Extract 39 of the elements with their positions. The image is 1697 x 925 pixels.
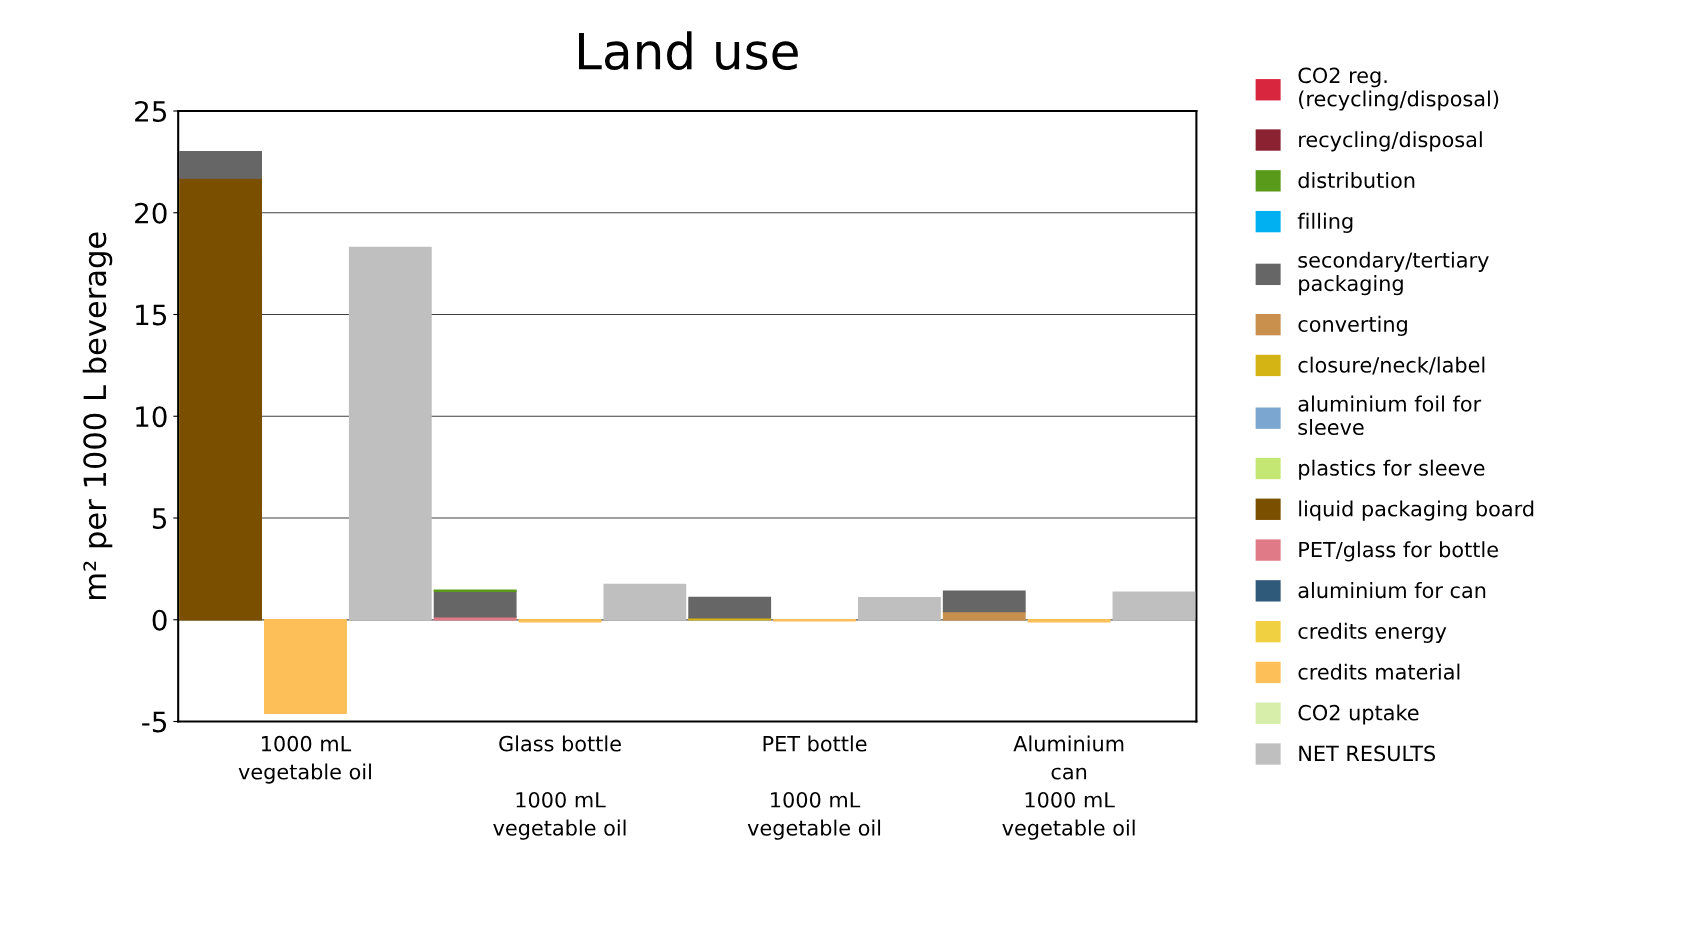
category-label: PET bottle 1000 mL vegetable oil — [747, 735, 881, 840]
y-tick-label: 0 — [152, 609, 167, 631]
y-tick-label: 5 — [152, 508, 167, 529]
legend-label: PET/glass for bottle — [1299, 541, 1498, 562]
y-tick-label: 10 — [136, 406, 167, 428]
bar — [179, 151, 263, 179]
legend-label: aluminium foil for sleeve — [1298, 395, 1482, 436]
legend-label: liquid packaging board — [1299, 500, 1534, 521]
legend-label: CO2 uptake — [1298, 704, 1419, 725]
legend-label: aluminium for can — [1298, 582, 1486, 599]
legend-label: plastics for sleeve — [1299, 459, 1485, 480]
legend-label: closure/neck/label — [1298, 356, 1485, 375]
y-tick-label: 25 — [135, 100, 167, 122]
legend-label: converting — [1298, 315, 1407, 337]
x-tick-label: 1000 mL vegetable oil — [238, 735, 371, 784]
bar — [348, 246, 432, 621]
bar — [264, 619, 347, 715]
legend-label: secondary/tertiary packaging — [1298, 251, 1489, 296]
y-axis-title: m² per 1000 L beverage — [82, 232, 113, 599]
bar — [179, 177, 263, 621]
legend-label: CO2 reg. (recycling/disposal) — [1298, 67, 1499, 111]
bar — [857, 597, 941, 621]
bar — [688, 596, 772, 619]
bar — [433, 590, 517, 618]
legend-label: distribution — [1298, 172, 1415, 189]
legend-label: credits energy — [1298, 622, 1447, 644]
y-tick-label: 15 — [136, 304, 167, 326]
x-tick-label: Aluminium can 1000 mL vegetable oil — [1002, 735, 1135, 840]
chart-title: Land use — [579, 31, 798, 71]
legend-label: filling — [1297, 212, 1353, 233]
bar — [942, 590, 1026, 613]
legend-label: credits material — [1298, 663, 1460, 680]
legend-label: recycling/disposal — [1299, 131, 1482, 152]
legend-label: NET RESULTS — [1299, 745, 1436, 762]
y-tick-label: -5 — [142, 711, 167, 733]
category-label: Glass bottle 1000 mL vegetable oil — [493, 735, 626, 840]
bar — [1112, 591, 1196, 621]
bar — [603, 583, 687, 621]
y-tick-label: 20 — [135, 202, 167, 224]
